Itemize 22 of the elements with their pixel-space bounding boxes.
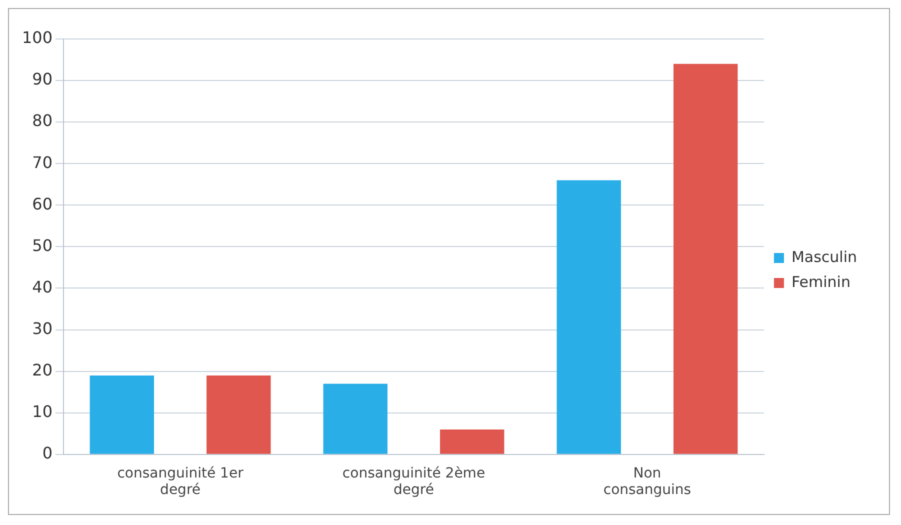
y-tick-label: 80 xyxy=(32,111,53,130)
y-tick-label: 100 xyxy=(22,28,53,48)
bar xyxy=(90,375,154,454)
y-tick-label: 60 xyxy=(32,194,53,214)
bar xyxy=(206,375,271,454)
x-tick-label: consanguinité 1er degré xyxy=(117,465,244,498)
bar xyxy=(556,180,621,454)
bar xyxy=(440,429,504,454)
y-tick-label: 30 xyxy=(32,318,53,338)
legend-label: Masculin xyxy=(791,248,857,266)
y-tick-label: 0 xyxy=(42,444,53,463)
x-tick-label: Non consanguins xyxy=(603,465,692,498)
y-tick-label: 10 xyxy=(32,402,53,422)
y-tick-label: 40 xyxy=(32,277,53,296)
y-tick-label: 50 xyxy=(32,236,53,255)
bar xyxy=(323,384,388,454)
y-tick-label: 90 xyxy=(32,70,53,89)
y-tick-label: 70 xyxy=(32,152,53,172)
legend-label: Feminin xyxy=(791,272,850,291)
x-tick-label: consanguinité 2ème degré xyxy=(342,465,486,498)
bar xyxy=(673,64,738,454)
y-tick-label: 20 xyxy=(32,360,53,380)
